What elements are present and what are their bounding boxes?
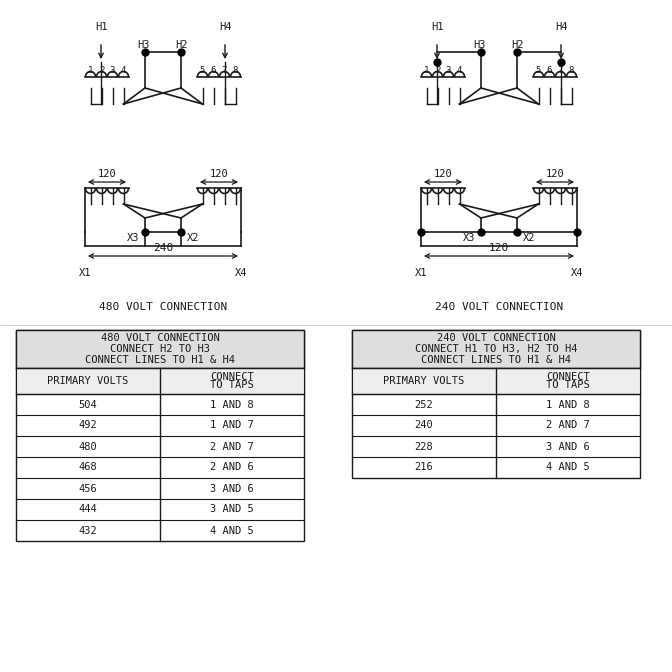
Text: 7: 7 bbox=[222, 66, 227, 75]
Text: 504: 504 bbox=[79, 399, 97, 409]
Text: 1 AND 8: 1 AND 8 bbox=[210, 399, 254, 409]
Text: H2: H2 bbox=[512, 40, 524, 50]
Bar bbox=[16, 330, 304, 368]
Text: 8: 8 bbox=[569, 66, 574, 75]
Text: H1: H1 bbox=[95, 22, 108, 32]
Text: H4: H4 bbox=[555, 22, 567, 32]
Text: 4: 4 bbox=[121, 66, 126, 75]
Text: H3: H3 bbox=[474, 40, 487, 50]
Text: 216: 216 bbox=[415, 462, 433, 472]
Text: 240 VOLT CONNECTION: 240 VOLT CONNECTION bbox=[435, 302, 563, 312]
Text: X1: X1 bbox=[79, 268, 91, 278]
Text: PRIMARY VOLTS: PRIMARY VOLTS bbox=[383, 376, 464, 386]
Bar bbox=[16, 330, 304, 541]
Text: H2: H2 bbox=[176, 40, 188, 50]
Text: 3: 3 bbox=[110, 66, 115, 75]
Text: 4 AND 5: 4 AND 5 bbox=[546, 462, 590, 472]
Text: 480: 480 bbox=[79, 442, 97, 452]
Text: 1: 1 bbox=[88, 66, 93, 75]
Text: 2 AND 7: 2 AND 7 bbox=[546, 421, 590, 431]
Text: 252: 252 bbox=[415, 399, 433, 409]
Text: 240 VOLT CONNECTION: 240 VOLT CONNECTION bbox=[437, 333, 555, 343]
Text: X2: X2 bbox=[187, 233, 200, 243]
Text: 240: 240 bbox=[415, 421, 433, 431]
Text: CONNECT: CONNECT bbox=[546, 372, 590, 382]
Text: H3: H3 bbox=[138, 40, 151, 50]
Text: CONNECT LINES TO H1 & H4: CONNECT LINES TO H1 & H4 bbox=[85, 355, 235, 365]
Text: 6: 6 bbox=[211, 66, 216, 75]
Text: 3 AND 6: 3 AND 6 bbox=[210, 483, 254, 493]
Text: X1: X1 bbox=[415, 268, 427, 278]
Text: 7: 7 bbox=[558, 66, 563, 75]
Text: 5: 5 bbox=[200, 66, 205, 75]
Text: 6: 6 bbox=[547, 66, 552, 75]
Text: CONNECT: CONNECT bbox=[210, 372, 254, 382]
Text: X4: X4 bbox=[235, 268, 247, 278]
Text: 228: 228 bbox=[415, 442, 433, 452]
Text: 2 AND 6: 2 AND 6 bbox=[210, 462, 254, 472]
Text: 120: 120 bbox=[546, 169, 564, 179]
Text: X2: X2 bbox=[523, 233, 536, 243]
Text: TO TAPS: TO TAPS bbox=[210, 380, 254, 390]
Text: 480 VOLT CONNECTION: 480 VOLT CONNECTION bbox=[101, 333, 219, 343]
Bar bbox=[352, 330, 640, 368]
Text: 1: 1 bbox=[424, 66, 429, 75]
Text: X4: X4 bbox=[571, 268, 583, 278]
Text: TO TAPS: TO TAPS bbox=[546, 380, 590, 390]
Bar bbox=[352, 368, 640, 394]
Text: 120: 120 bbox=[433, 169, 452, 179]
Text: 2: 2 bbox=[99, 66, 104, 75]
Text: 2: 2 bbox=[435, 66, 440, 75]
Text: 1 AND 8: 1 AND 8 bbox=[546, 399, 590, 409]
Bar bbox=[16, 368, 304, 394]
Text: 3 AND 5: 3 AND 5 bbox=[210, 505, 254, 515]
Text: 5: 5 bbox=[536, 66, 541, 75]
Text: 120: 120 bbox=[97, 169, 116, 179]
Text: 444: 444 bbox=[79, 505, 97, 515]
Text: 480 VOLT CONNECTION: 480 VOLT CONNECTION bbox=[99, 302, 227, 312]
Text: 3: 3 bbox=[446, 66, 451, 75]
Text: 8: 8 bbox=[233, 66, 238, 75]
Text: CONNECT LINES TO H1 & H4: CONNECT LINES TO H1 & H4 bbox=[421, 355, 571, 365]
Text: 4 AND 5: 4 AND 5 bbox=[210, 526, 254, 536]
Text: H4: H4 bbox=[219, 22, 231, 32]
Text: 3 AND 6: 3 AND 6 bbox=[546, 442, 590, 452]
Text: 120: 120 bbox=[210, 169, 228, 179]
Text: 1 AND 7: 1 AND 7 bbox=[210, 421, 254, 431]
Text: 240: 240 bbox=[153, 243, 173, 253]
Text: 468: 468 bbox=[79, 462, 97, 472]
Text: H1: H1 bbox=[431, 22, 444, 32]
Text: X3: X3 bbox=[127, 233, 139, 243]
Text: 432: 432 bbox=[79, 526, 97, 536]
Text: 4: 4 bbox=[457, 66, 462, 75]
Text: CONNECT H1 TO H3, H2 TO H4: CONNECT H1 TO H3, H2 TO H4 bbox=[415, 344, 577, 354]
Text: PRIMARY VOLTS: PRIMARY VOLTS bbox=[47, 376, 128, 386]
Text: CONNECT H2 TO H3: CONNECT H2 TO H3 bbox=[110, 344, 210, 354]
Text: X3: X3 bbox=[463, 233, 475, 243]
Text: 120: 120 bbox=[489, 243, 509, 253]
Text: 492: 492 bbox=[79, 421, 97, 431]
Text: 2 AND 7: 2 AND 7 bbox=[210, 442, 254, 452]
Bar bbox=[352, 330, 640, 478]
Text: 456: 456 bbox=[79, 483, 97, 493]
